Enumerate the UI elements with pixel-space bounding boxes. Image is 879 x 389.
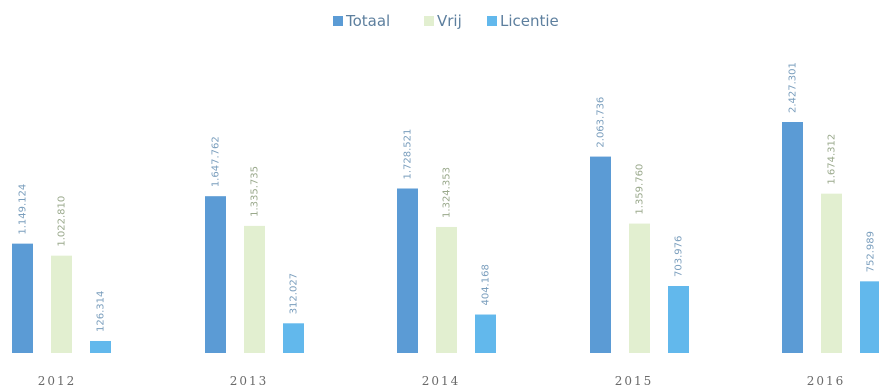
legend-swatch-licentie bbox=[487, 16, 497, 26]
value-label-totaal-2013: 1.647.762 bbox=[211, 136, 222, 187]
bar-totaal-2014 bbox=[397, 188, 418, 353]
x-tick-label-2013: 2013 bbox=[230, 374, 269, 388]
bar-vrij-2013 bbox=[244, 225, 265, 353]
bar-licentie-2013 bbox=[283, 323, 304, 353]
value-labels-group: 1.149.124 1.647.762 1.728.521 2.063.736 2.42… bbox=[18, 62, 877, 332]
x-axis-ticks: 2012 2013 2014 2015 2016 bbox=[38, 374, 846, 388]
bar-licentie-2016 bbox=[860, 281, 879, 353]
bar-vrij-2012 bbox=[51, 255, 72, 353]
bar-totaal-2012 bbox=[12, 243, 33, 353]
value-label-vrij-2016: 1.674.312 bbox=[827, 134, 838, 185]
bar-vrij-2014 bbox=[436, 226, 457, 353]
bar-licentie-2014 bbox=[475, 314, 496, 353]
bar-vrij-2015 bbox=[629, 223, 650, 353]
bar-licentie-2012 bbox=[90, 340, 111, 353]
legend: Totaal Vrij Licentie bbox=[333, 12, 559, 30]
legend-label-vrij: Vrij bbox=[437, 12, 462, 30]
bar-totaal-2015 bbox=[590, 156, 611, 353]
value-label-licentie-2014: 404.168 bbox=[481, 264, 492, 305]
value-label-totaal-2014: 1.728.521 bbox=[403, 129, 414, 180]
value-label-totaal-2012: 1.149.124 bbox=[18, 184, 29, 235]
bar-vrij-2016 bbox=[821, 193, 842, 353]
value-label-vrij-2015: 1.359.760 bbox=[635, 164, 646, 215]
legend-swatch-vrij bbox=[424, 16, 434, 26]
value-label-totaal-2016: 2.427.301 bbox=[788, 62, 799, 113]
bar-totaal-2013 bbox=[205, 196, 226, 353]
legend-label-totaal: Totaal bbox=[345, 12, 390, 30]
value-label-licentie-2012: 126.314 bbox=[96, 291, 107, 332]
value-label-vrij-2012: 1.022.810 bbox=[57, 196, 68, 247]
x-tick-label-2016: 2016 bbox=[807, 374, 846, 388]
value-label-licentie-2013: 312.027 bbox=[289, 273, 300, 314]
value-label-totaal-2015: 2.063.736 bbox=[596, 97, 607, 148]
legend-label-licentie: Licentie bbox=[500, 12, 559, 30]
x-tick-label-2012: 2012 bbox=[38, 374, 77, 388]
legend-item-totaal: Totaal bbox=[333, 12, 390, 30]
legend-swatch-totaal bbox=[333, 16, 343, 26]
x-tick-label-2014: 2014 bbox=[422, 374, 461, 388]
value-label-licentie-2015: 703.976 bbox=[674, 236, 685, 277]
value-label-vrij-2013: 1.335.735 bbox=[250, 166, 261, 217]
bar-totaal-2016 bbox=[782, 122, 803, 353]
legend-item-licentie: Licentie bbox=[487, 12, 559, 30]
bars-group bbox=[12, 122, 879, 353]
value-label-vrij-2014: 1.324.353 bbox=[442, 167, 453, 218]
bar-licentie-2015 bbox=[668, 286, 689, 353]
x-tick-label-2015: 2015 bbox=[615, 374, 654, 388]
value-label-licentie-2016: 752.989 bbox=[866, 231, 877, 272]
legend-item-vrij: Vrij bbox=[424, 12, 462, 30]
